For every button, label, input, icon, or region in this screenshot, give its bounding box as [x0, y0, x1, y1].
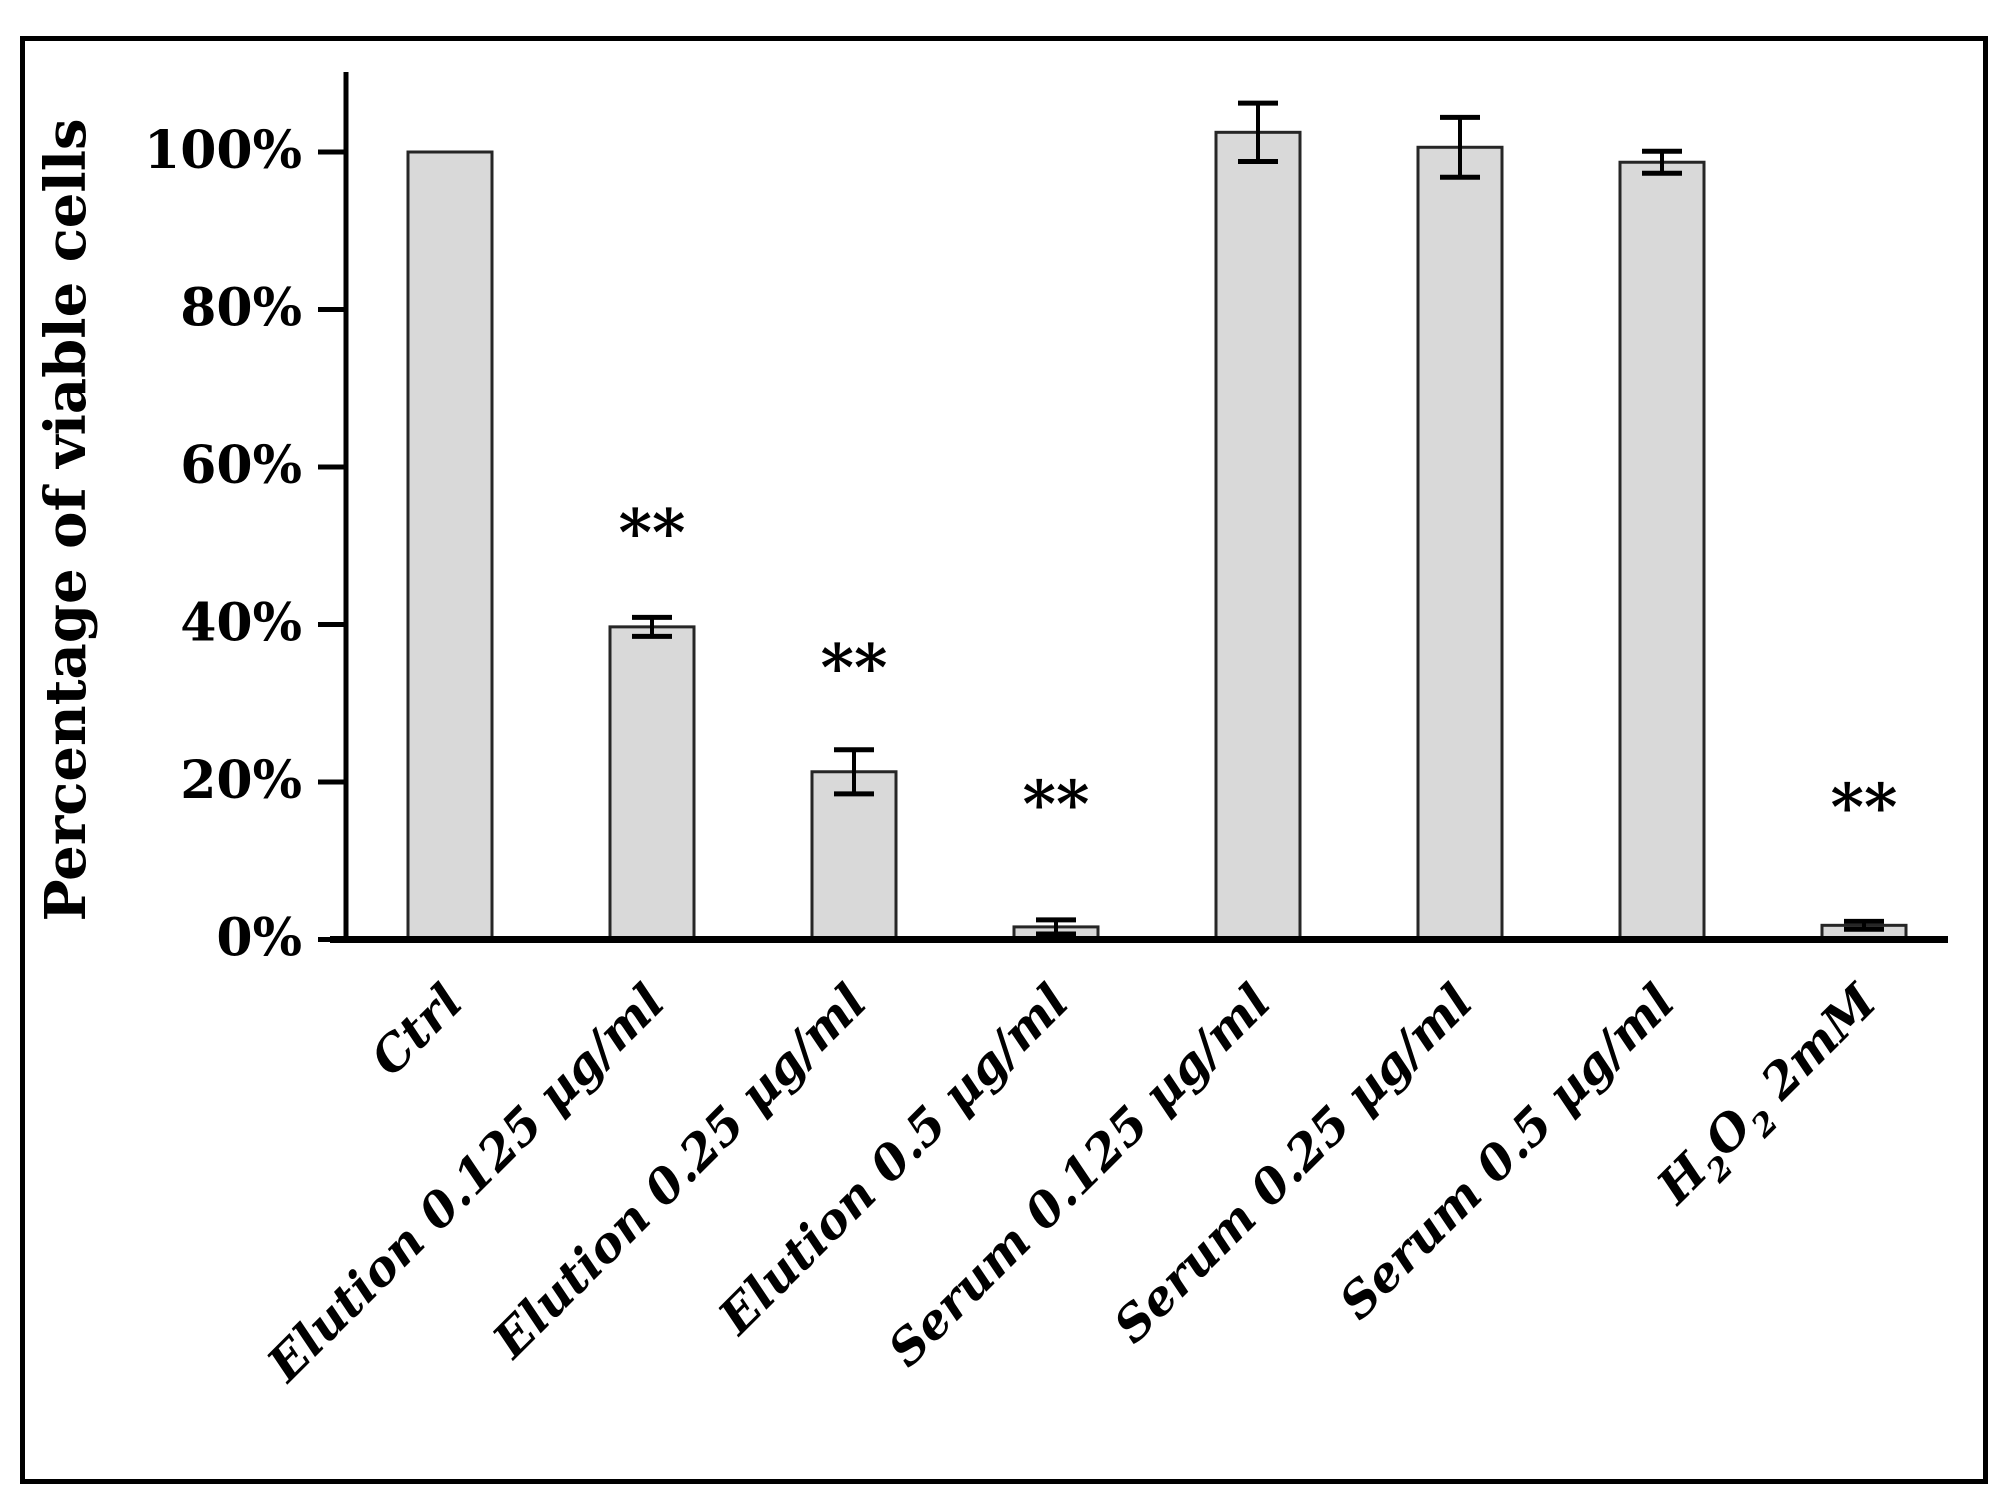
bar [1214, 130, 1302, 943]
bar [406, 150, 494, 943]
significance-marker: ** [1831, 770, 1898, 845]
x-axis-label: Ctrl [360, 974, 473, 1087]
figure-frame [20, 36, 1988, 1484]
error-bar [1238, 100, 1278, 164]
significance-marker: ** [821, 631, 888, 706]
x-axis-label: Serum 0.5 µg/ml [1329, 974, 1686, 1331]
significance-marker: ** [619, 495, 686, 570]
bar [810, 770, 898, 944]
bar [1416, 145, 1504, 943]
y-tick-label: 0% [216, 908, 302, 969]
y-tick-label: 80% [180, 278, 302, 339]
x-axis-label: Serum 0.125 µg/ml [878, 974, 1282, 1378]
significance-marker: ** [1023, 767, 1090, 842]
x-axis-label: Elution 0.125 µg/ml [255, 974, 675, 1394]
x-axis-label: Elution 0.25 µg/ml [481, 974, 877, 1370]
bar [1618, 160, 1706, 944]
error-bar [1036, 917, 1076, 937]
error-bar [834, 747, 874, 797]
error-bar [632, 614, 672, 639]
y-axis-title: Percentage of viable cells [33, 118, 99, 921]
y-tick-label: 40% [180, 593, 302, 654]
error-bar [1844, 918, 1884, 932]
bar [608, 625, 696, 943]
error-bar [1642, 148, 1682, 176]
y-tick-label: 60% [180, 435, 302, 496]
y-tick-label: 20% [180, 750, 302, 811]
error-bar [1440, 114, 1480, 180]
x-axis-label: Elution 0.5 µg/ml [707, 974, 1080, 1347]
y-tick-label: 100% [144, 120, 302, 181]
x-axis-label: H2O2 2mM [1645, 973, 1896, 1224]
x-axis-label: Serum 0.25 µg/ml [1103, 974, 1483, 1354]
